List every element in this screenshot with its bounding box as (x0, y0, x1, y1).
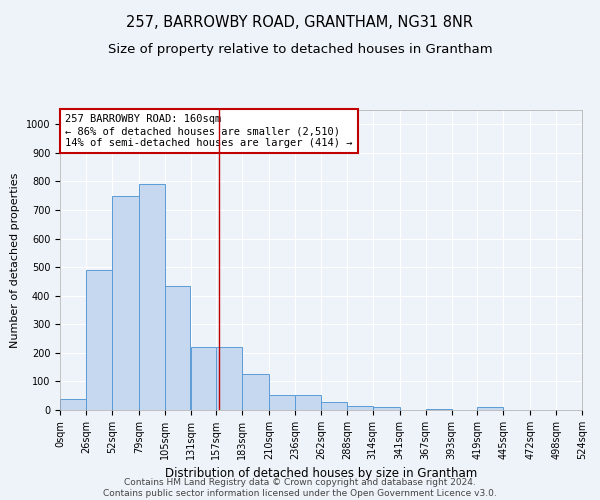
Bar (164, 286, 190, 410)
Bar (347, 406, 373, 410)
Text: 257 BARROWBY ROAD: 160sqm
← 86% of detached houses are smaller (2,510)
14% of se: 257 BARROWBY ROAD: 160sqm ← 86% of detac… (65, 114, 353, 148)
X-axis label: Distribution of detached houses by size in Grantham: Distribution of detached houses by size … (165, 468, 477, 480)
Bar (191, 347, 217, 410)
Bar (321, 402, 347, 410)
Bar (86, 270, 112, 410)
Text: 257, BARROWBY ROAD, GRANTHAM, NG31 8NR: 257, BARROWBY ROAD, GRANTHAM, NG31 8NR (127, 15, 473, 30)
Bar (373, 407, 400, 410)
Bar (217, 347, 242, 410)
Bar (139, 184, 164, 410)
Bar (242, 374, 269, 410)
Bar (60, 398, 86, 410)
Text: Contains HM Land Registry data © Crown copyright and database right 2024.
Contai: Contains HM Land Registry data © Crown c… (103, 478, 497, 498)
Bar (478, 407, 503, 410)
Y-axis label: Number of detached properties: Number of detached properties (10, 172, 20, 348)
Bar (425, 408, 452, 410)
Bar (269, 395, 295, 410)
Bar (295, 395, 321, 410)
Bar (112, 196, 139, 410)
Text: Size of property relative to detached houses in Grantham: Size of property relative to detached ho… (107, 42, 493, 56)
